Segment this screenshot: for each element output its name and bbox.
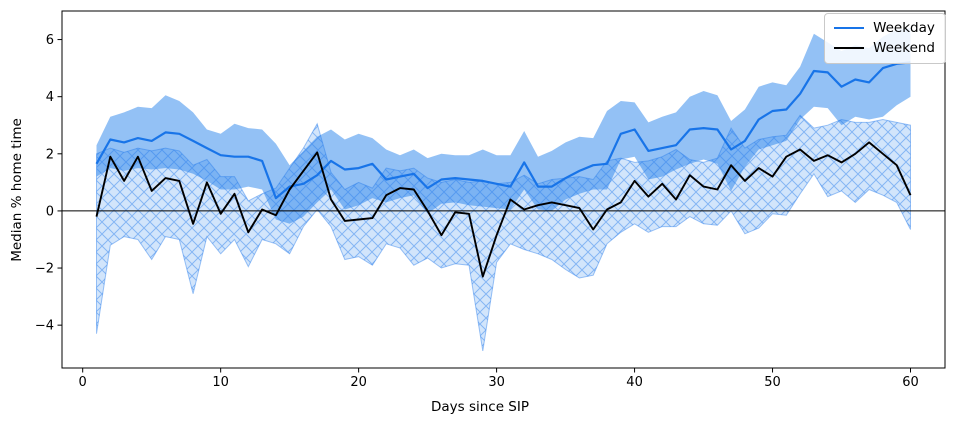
x-tick-label: 20 bbox=[350, 375, 367, 390]
x-tick-label: 60 bbox=[902, 375, 919, 390]
y-tick-label: 4 bbox=[46, 90, 54, 105]
weekend-line-swatch bbox=[834, 47, 865, 50]
y-tick-label: −2 bbox=[35, 262, 54, 277]
x-tick-label: 30 bbox=[488, 375, 505, 390]
y-tick-label: 0 bbox=[46, 204, 54, 219]
plot-border bbox=[61, 10, 946, 369]
x-tick-label: 50 bbox=[764, 375, 781, 390]
x-axis-label: Days since SIP bbox=[430, 399, 530, 415]
y-tick-label: 6 bbox=[46, 33, 54, 48]
x-tick-label: 40 bbox=[626, 375, 643, 390]
legend-label-weekend: Weekend bbox=[873, 39, 935, 56]
legend-item-weekday: Weekday bbox=[834, 21, 935, 36]
legend-label-weekday: Weekday bbox=[873, 20, 935, 36]
legend-item-weekend: Weekend bbox=[834, 39, 935, 56]
weekday-line bbox=[95, 61, 911, 200]
x-tick-label: 10 bbox=[212, 375, 229, 390]
y-tick-label: −4 bbox=[35, 319, 54, 334]
legend: Weekday Weekend bbox=[824, 13, 946, 64]
weekday-line-swatch bbox=[834, 27, 865, 30]
weekend-line bbox=[95, 141, 912, 278]
y-axis-label: Median % home time bbox=[9, 118, 25, 262]
x-tick-label: 0 bbox=[79, 375, 87, 390]
y-tick-label: 2 bbox=[46, 147, 54, 162]
